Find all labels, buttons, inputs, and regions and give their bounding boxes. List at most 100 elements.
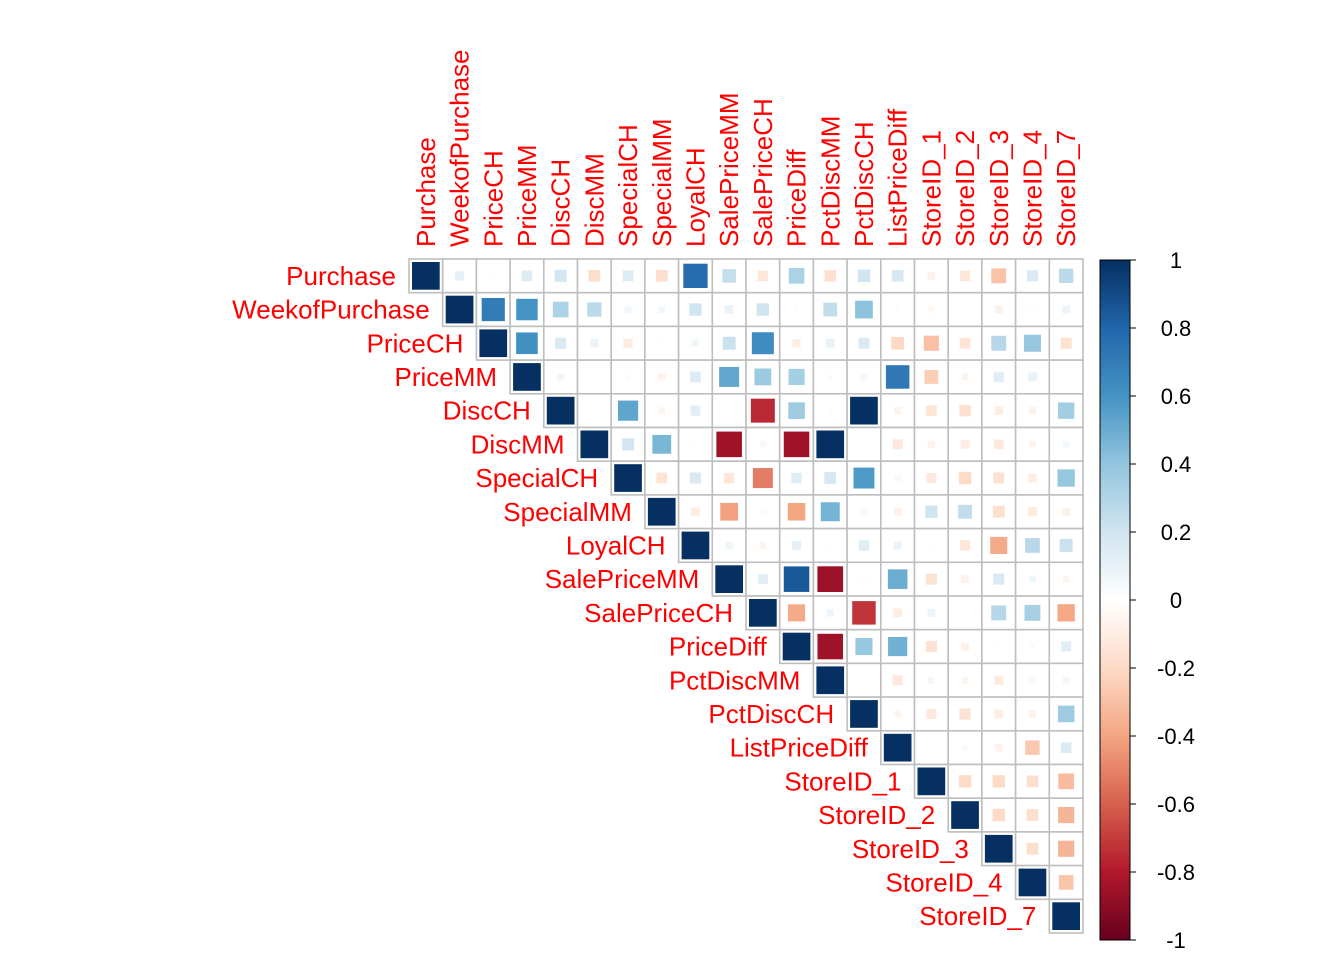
corr-square-salepricech-pctdiscch bbox=[852, 601, 876, 625]
corr-square-discch-salepricech bbox=[750, 398, 775, 423]
corr-square-loyalch-storeid-2 bbox=[959, 540, 971, 551]
corr-square-listpricediff-storeid-2 bbox=[962, 744, 968, 751]
corr-square-pricediff-pricediff bbox=[782, 632, 811, 661]
corr-square-salepricemm-storeid-7 bbox=[1062, 575, 1070, 583]
column-labels: Purchase WeekofPurchase PriceCH PriceMM Disc… bbox=[411, 49, 1081, 247]
corr-square-pricediff-pctdiscmm bbox=[817, 633, 844, 660]
corr-square-discch-pctdiscch bbox=[850, 396, 878, 425]
corr-square-storeid-1-storeid-7 bbox=[1058, 773, 1074, 790]
corr-square-weekofpurchase-discmm bbox=[587, 302, 602, 317]
corr-square-loyalch-storeid-7 bbox=[1059, 538, 1073, 552]
grid-cell-discch-storeid-7 bbox=[1048, 392, 1084, 429]
row-label-storeid-1: StoreID_1 bbox=[784, 766, 901, 796]
corr-square-salepricemm-salepricemm bbox=[715, 565, 743, 593]
corr-square-loyalch-pctdiscmm bbox=[828, 543, 833, 548]
corr-square-pricech-pctdiscch bbox=[858, 337, 870, 349]
corr-square-pricech-pricech bbox=[479, 329, 508, 358]
corr-square-pricech-listpricediff bbox=[891, 336, 904, 350]
corr-square-storeid-2-storeid-7 bbox=[1058, 806, 1075, 824]
colorbar-tick-label: 0 bbox=[1170, 588, 1182, 613]
row-label-storeid-2: StoreID_2 bbox=[818, 800, 935, 830]
corr-square-specialch-storeid-1 bbox=[926, 473, 937, 484]
corr-square-pricemm-storeid-3 bbox=[993, 371, 1004, 383]
corr-square-pricech-specialmm bbox=[659, 341, 664, 346]
row-label-pricech: PriceCH bbox=[367, 328, 464, 358]
corr-square-loyalch-salepricemm bbox=[725, 541, 733, 550]
corr-square-pricemm-storeid-7 bbox=[1064, 375, 1068, 379]
corr-square-salepricemm-pctdiscch bbox=[861, 577, 866, 582]
colorbar-tick-label: 0.2 bbox=[1161, 520, 1192, 545]
corr-square-discmm-salepricech bbox=[759, 441, 766, 448]
corr-square-salepricemm-salepricech bbox=[757, 574, 768, 585]
corr-square-purchase-specialmm bbox=[655, 269, 668, 282]
corr-square-discmm-pctdiscmm bbox=[816, 430, 845, 459]
corr-square-pricech-salepricech bbox=[751, 332, 774, 355]
col-label-pctdiscch: PctDiscCH bbox=[849, 121, 879, 247]
corr-square-pricemm-loyalch bbox=[690, 371, 701, 383]
row-label-pricemm: PriceMM bbox=[395, 362, 498, 392]
corr-square-pricech-storeid-4 bbox=[1023, 334, 1041, 352]
corr-square-pctdiscmm-storeid-4 bbox=[1029, 677, 1036, 684]
corr-square-salepricech-storeid-1 bbox=[927, 608, 936, 617]
corr-square-salepricech-salepricech bbox=[749, 599, 777, 627]
corr-square-storeid-1-storeid-3 bbox=[992, 775, 1005, 788]
corr-square-pricediff-storeid-3 bbox=[996, 644, 1001, 649]
corr-square-pricediff-storeid-4 bbox=[1030, 644, 1035, 649]
corr-square-discmm-storeid-3 bbox=[993, 439, 1004, 450]
col-label-listpricediff: ListPriceDiff bbox=[883, 108, 913, 247]
corr-square-salepricemm-storeid-2 bbox=[961, 575, 969, 584]
corr-square-purchase-weekofpurchase bbox=[454, 271, 465, 281]
corr-square-pricech-storeid-7 bbox=[1060, 337, 1072, 349]
corr-square-pricech-discmm bbox=[590, 339, 599, 348]
corr-square-weekofpurchase-salepricech bbox=[756, 303, 770, 316]
col-label-pricech: PriceCH bbox=[478, 150, 508, 247]
corr-square-specialch-salepricech bbox=[752, 468, 773, 489]
colorbar-gradient bbox=[1099, 259, 1131, 941]
corr-square-storeid-2-storeid-2 bbox=[951, 801, 979, 829]
col-label-specialmm: SpecialMM bbox=[647, 118, 677, 247]
corr-square-specialch-salepricemm bbox=[723, 472, 735, 484]
corr-square-pricemm-storeid-2 bbox=[961, 373, 969, 381]
corr-square-specialmm-specialmm bbox=[647, 497, 676, 526]
corr-square-loyalch-storeid-3 bbox=[990, 536, 1008, 554]
corr-square-pctdiscch-storeid-3 bbox=[994, 709, 1004, 719]
grid-cell-purchase-specialmm bbox=[644, 258, 680, 294]
row-label-pricediff: PriceDiff bbox=[669, 632, 768, 662]
corr-square-pctdiscch-storeid-7 bbox=[1057, 705, 1075, 723]
corr-square-pricech-specialch bbox=[623, 338, 633, 348]
corr-square-discmm-storeid-4 bbox=[1029, 440, 1036, 448]
grid-cell-pctdiscmm-storeid-2 bbox=[947, 662, 983, 698]
row-label-storeid-4: StoreID_4 bbox=[886, 867, 1003, 897]
corr-square-purchase-discmm bbox=[588, 269, 601, 282]
corr-square-purchase-purchase bbox=[412, 262, 440, 290]
corr-square-listpricediff-storeid-7 bbox=[1060, 742, 1072, 754]
corr-square-discch-pctdiscmm bbox=[828, 408, 833, 413]
corr-square-discch-listpricediff bbox=[893, 406, 902, 415]
corr-square-weekofpurchase-pctdiscch bbox=[855, 300, 873, 319]
corr-square-pricediff-storeid-7 bbox=[1061, 641, 1072, 652]
row-label-pctdiscmm: PctDiscMM bbox=[669, 665, 800, 695]
col-label-specialch: SpecialCH bbox=[613, 124, 643, 247]
corr-square-specialch-pctdiscch bbox=[853, 467, 875, 489]
corr-square-purchase-loyalch bbox=[683, 263, 708, 289]
corr-square-salepricemm-storeid-4 bbox=[1028, 575, 1037, 583]
colorbar-tick-label: 0.4 bbox=[1161, 452, 1192, 477]
corr-square-purchase-storeid-4 bbox=[1026, 270, 1038, 282]
corr-square-storeid-3-storeid-4 bbox=[1026, 842, 1039, 855]
corr-square-discch-storeid-4 bbox=[1028, 406, 1037, 415]
corr-square-discch-specialmm bbox=[658, 407, 666, 415]
corr-square-weekofpurchase-storeid-1 bbox=[928, 306, 935, 313]
corr-square-pctdiscmm-storeid-3 bbox=[994, 675, 1004, 685]
corr-square-pricemm-specialch bbox=[625, 374, 631, 380]
corr-square-purchase-pricediff bbox=[788, 268, 805, 284]
corr-square-weekofpurchase-pricech bbox=[481, 297, 505, 322]
corr-square-discmm-storeid-7 bbox=[1062, 440, 1070, 448]
correlation-cells bbox=[408, 258, 1084, 934]
corr-square-pricech-loyalch bbox=[691, 339, 700, 347]
corr-square-pricemm-discmm bbox=[592, 375, 596, 379]
corr-square-storeid-3-storeid-3 bbox=[984, 834, 1013, 863]
corr-square-weekofpurchase-pctdiscmm bbox=[823, 302, 838, 317]
corr-square-discch-storeid-7 bbox=[1057, 402, 1075, 419]
